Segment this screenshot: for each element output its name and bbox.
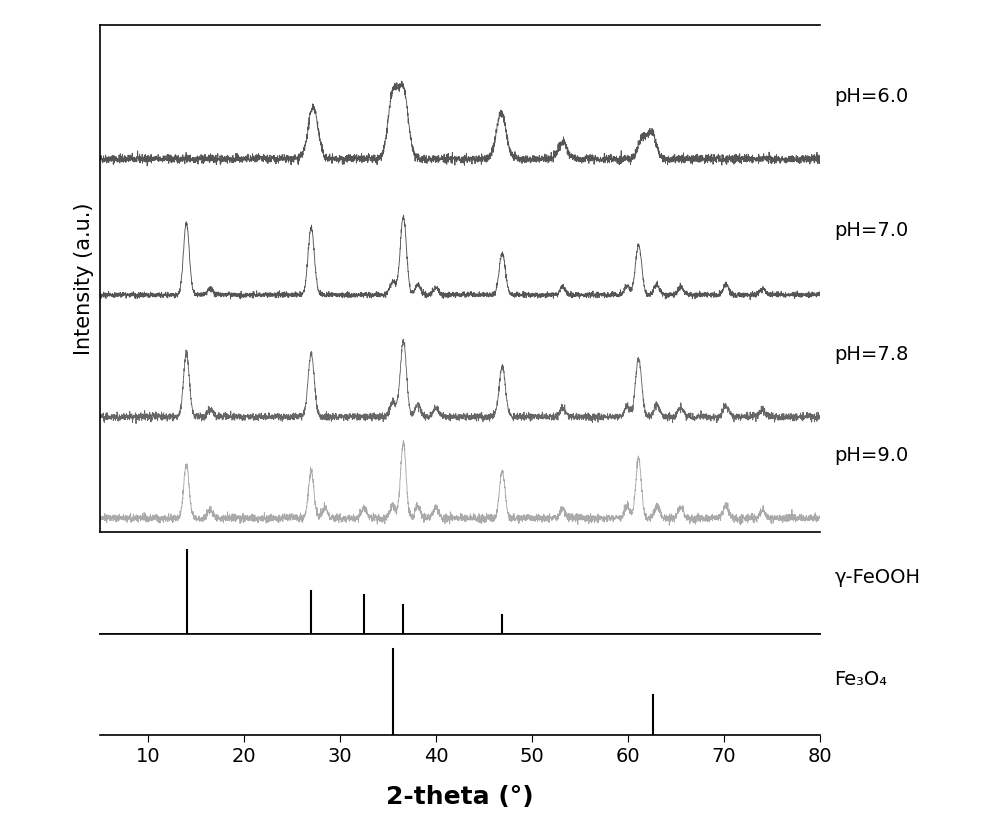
Text: 2-theta (°): 2-theta (°) — [386, 785, 534, 809]
Text: pH=6.0: pH=6.0 — [834, 87, 909, 106]
Text: pH=7.8: pH=7.8 — [834, 344, 909, 363]
Text: Fe₃O₄: Fe₃O₄ — [834, 670, 887, 689]
Y-axis label: Intensity (a.u.): Intensity (a.u.) — [74, 202, 94, 354]
Text: pH=7.0: pH=7.0 — [834, 221, 909, 240]
Text: γ-FeOOH: γ-FeOOH — [834, 568, 920, 587]
Text: pH=9.0: pH=9.0 — [834, 446, 909, 465]
